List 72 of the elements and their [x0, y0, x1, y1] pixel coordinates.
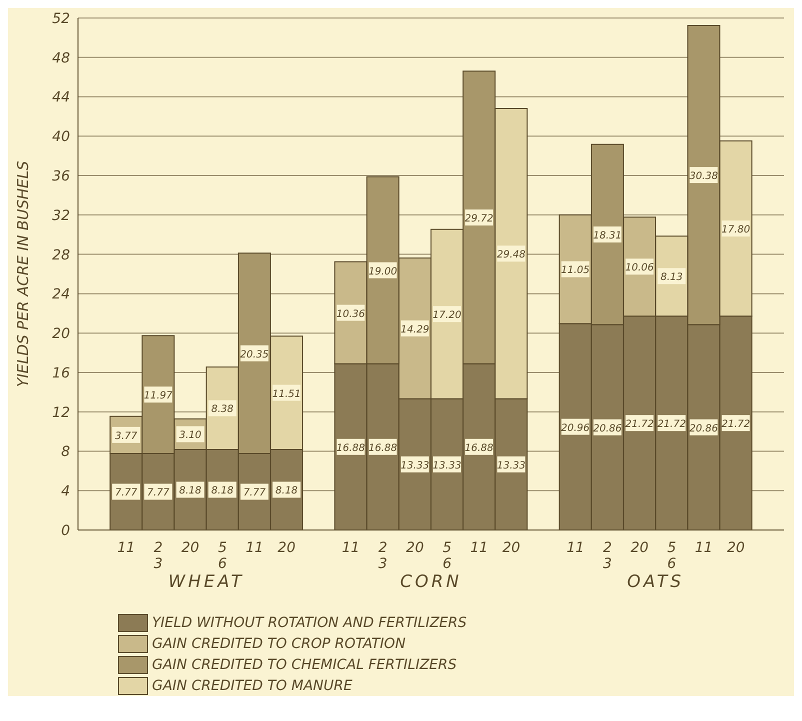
y-tick-label: 40	[52, 129, 70, 146]
data-label: 8.18	[179, 486, 202, 497]
data-label: 7.77	[147, 488, 170, 499]
y-tick-label: 12	[52, 404, 70, 421]
data-label: 7.77	[114, 488, 138, 499]
data-label: 3.10	[179, 430, 202, 442]
data-label: 10.36	[336, 308, 366, 320]
x-tick-label: 20	[181, 540, 200, 556]
data-label: 16.88	[368, 442, 398, 454]
y-tick-label: 4	[61, 484, 70, 500]
data-label: 8.18	[275, 486, 298, 497]
data-label: 13.33	[496, 460, 526, 472]
x-tick-label: 2 3	[603, 540, 612, 572]
x-tick-label: 5 6	[442, 540, 452, 572]
text: CORN	[399, 572, 463, 592]
data-label: 13.33	[400, 460, 430, 472]
data-label: 16.88	[336, 442, 366, 454]
text: OATS	[626, 572, 686, 592]
x-tick-label: 11	[342, 540, 360, 556]
data-label: 8.38	[211, 404, 234, 416]
x-tick-label: 20	[278, 540, 296, 556]
data-label: 20.86	[689, 423, 718, 434]
data-label: 17.80	[722, 224, 750, 236]
data-label: 18.31	[593, 230, 622, 242]
x-tick-label: 11	[470, 540, 488, 556]
data-label: 11.51	[272, 388, 301, 400]
x-tick-label: 20	[502, 540, 520, 556]
data-label: 20.96	[561, 422, 590, 434]
y-tick-label: 36	[52, 168, 70, 185]
legend-label: YIELD WITHOUT ROTATION AND FERTILIZERS	[152, 614, 467, 630]
x-tick-label: 20	[406, 540, 424, 556]
x-tick-label: 20	[726, 540, 745, 556]
data-label: 16.88	[464, 442, 494, 454]
x-tick-label: 5 6	[218, 540, 227, 572]
x-tick-label: 11	[117, 540, 136, 556]
data-label: 3.77	[114, 430, 138, 442]
y-tick-label: 32	[52, 208, 70, 224]
data-label: 8.18	[211, 486, 234, 497]
data-label: 21.72	[722, 419, 750, 430]
data-label: 11.05	[561, 265, 590, 276]
x-tick-label: 2 3	[378, 540, 388, 572]
y-axis-title: YIELDS PER ACRE IN BUSHELS	[14, 160, 32, 388]
y-tick-label: 8	[61, 444, 70, 460]
data-label: 17.20	[432, 310, 462, 322]
x-tick-label: 20	[630, 540, 649, 556]
y-tick-label: 24	[52, 286, 70, 303]
legend-label: GAIN CREDITED TO MANURE	[152, 678, 352, 694]
y-tick-label: 20	[52, 326, 70, 342]
legend-label: GAIN CREDITED TO CHEMICAL FERTILIZERS	[152, 656, 457, 672]
data-label: 19.00	[368, 266, 398, 278]
legend-label: GAIN CREDITED TO CROP ROTATION	[152, 636, 406, 652]
data-label: 11.97	[144, 390, 174, 402]
data-label: 10.06	[625, 262, 654, 274]
y-tick-label: 52	[52, 10, 70, 27]
y-tick-label: 16	[52, 365, 70, 382]
data-label: 21.72	[657, 419, 686, 430]
data-label: 29.48	[496, 250, 526, 261]
x-tick-label: 5 6	[667, 540, 676, 572]
y-tick-label: 44	[52, 90, 70, 106]
x-tick-label: 11	[566, 540, 584, 556]
data-label: 8.13	[660, 272, 683, 284]
y-tick-label: 28	[52, 247, 70, 264]
data-label: 14.29	[400, 324, 430, 336]
data-label: 7.77	[243, 488, 266, 499]
data-label: 30.38	[689, 171, 718, 182]
text: WHEAT	[167, 572, 246, 592]
x-tick-label: 2 3	[154, 540, 163, 572]
x-tick-label: 11	[694, 540, 713, 556]
y-tick-label: 0	[61, 522, 70, 539]
x-tick-label: 11	[246, 540, 264, 556]
data-label: 13.33	[432, 460, 462, 472]
y-tick-label: 48	[52, 50, 70, 66]
